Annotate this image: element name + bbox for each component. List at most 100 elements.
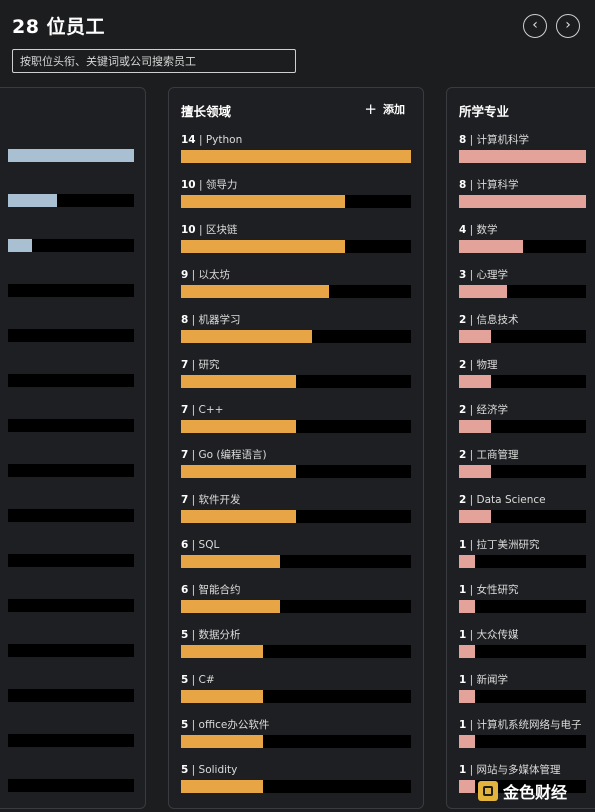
item-count: 2 — [459, 404, 467, 416]
list-item: 5 | office办公软件 — [181, 718, 411, 748]
item-count: 5 — [181, 674, 189, 686]
bar-track — [459, 195, 586, 208]
list-item: 5 | 数据分析 — [181, 628, 411, 658]
item-count: 7 — [181, 494, 189, 506]
item-count: 5 — [181, 764, 189, 776]
item-count: 8 — [459, 179, 467, 191]
item-count: 2 — [459, 494, 467, 506]
bar-track — [181, 780, 411, 793]
item-count: 7 — [181, 449, 189, 461]
bar-track — [8, 194, 134, 207]
item-count: 9 — [181, 269, 189, 281]
item-name: | 物理 — [469, 359, 498, 371]
item-name: | 信息技术 — [469, 314, 519, 326]
list-item: 2 | 信息技术 — [459, 313, 595, 343]
item-label: 10 | 区块链 — [181, 223, 411, 237]
item-label: 5 | 数据分析 — [181, 628, 411, 642]
item-label: 10 | 领导力 — [181, 178, 411, 192]
item-name: | 智能合约 — [191, 584, 241, 596]
bar-track — [181, 375, 411, 388]
majors-panel: 所学专业 8 | 计算机科学 8 | 计算科学 4 | 数学 3 | 心理学 2 | 信… — [446, 87, 595, 809]
item-count: 1 — [459, 764, 467, 776]
bar-fill — [181, 690, 264, 703]
bar-fill — [181, 240, 346, 253]
list-item: 4 | 数学 — [459, 223, 595, 253]
item-count: 6 — [181, 539, 189, 551]
bar-track — [459, 645, 586, 658]
bar-fill — [181, 375, 296, 388]
prev-page-button[interactable]: ‹ — [523, 14, 547, 38]
item-name: | 机器学习 — [191, 314, 241, 326]
bar-track — [8, 599, 134, 612]
majors-panel-title: 所学专业 — [459, 104, 510, 119]
item-name: | Solidity — [191, 764, 238, 776]
list-item: 1 | 大众传媒 — [459, 628, 595, 658]
watermark: 金色财经 — [478, 779, 567, 803]
list-item: 2 | 工商管理 — [459, 448, 595, 478]
bar-track — [8, 419, 134, 432]
bar-track — [181, 510, 411, 523]
bar-fill — [181, 285, 329, 298]
bar-fill — [459, 690, 475, 703]
list-item: 6 | 智能合约 — [181, 583, 411, 613]
item-count: 10 — [181, 224, 196, 236]
bar-track — [8, 509, 134, 522]
bar-fill — [459, 780, 475, 793]
bar-fill — [181, 465, 296, 478]
item-label: 1 | 大众传媒 — [459, 628, 595, 642]
bar-fill — [181, 645, 264, 658]
item-count: 1 — [459, 674, 467, 686]
bar-fill — [181, 330, 313, 343]
list-item: 5 | C# — [181, 673, 411, 703]
bar-track — [459, 240, 586, 253]
bar-fill — [459, 195, 586, 208]
list-item: 9 | 以太坊 — [181, 268, 411, 298]
left-panel — [0, 87, 146, 809]
item-count: 6 — [181, 584, 189, 596]
item-label: 5 | C# — [181, 673, 411, 687]
item-name: | C# — [191, 674, 215, 686]
item-label: 8 | 计算机科学 — [459, 133, 595, 147]
plus-icon: + — [364, 100, 377, 118]
bar-track — [459, 465, 586, 478]
bar-track — [459, 375, 586, 388]
bar-track — [181, 330, 411, 343]
item-name: | 计算科学 — [469, 179, 519, 191]
item-count: 4 — [459, 224, 467, 236]
item-name: | SQL — [191, 539, 220, 551]
bar-track — [459, 285, 586, 298]
item-name: | 经济学 — [469, 404, 509, 416]
item-name: | C++ — [191, 404, 224, 416]
list-item: 6 | SQL — [181, 538, 411, 568]
skills-panel-title: 擅长领域 — [181, 104, 232, 119]
employee-search-input[interactable] — [12, 49, 296, 73]
item-label: 2 | Data Science — [459, 493, 595, 507]
list-item: 2 | 物理 — [459, 358, 595, 388]
item-name: | 计算机系统网络与电子 — [469, 719, 582, 731]
bar-fill — [181, 735, 264, 748]
item-name: | 工商管理 — [469, 449, 519, 461]
skills-panel: 擅长领域 + 添加 14 | Python 10 | 领导力 10 | 区块链 9 |… — [168, 87, 424, 809]
item-name: | 领导力 — [198, 179, 238, 191]
item-name: | 网站与多媒体管理 — [469, 764, 561, 776]
list-item: 1 | 拉丁美洲研究 — [459, 538, 595, 568]
item-label: 8 | 计算科学 — [459, 178, 595, 192]
item-label: 1 | 拉丁美洲研究 — [459, 538, 595, 552]
list-item: 10 | 区块链 — [181, 223, 411, 253]
bar-track — [8, 329, 134, 342]
item-count: 2 — [459, 314, 467, 326]
list-item: 8 | 机器学习 — [181, 313, 411, 343]
item-name: | 数学 — [469, 224, 498, 236]
bar-fill — [459, 150, 586, 163]
bar-track — [459, 330, 586, 343]
bar-track — [459, 555, 586, 568]
list-item: 3 | 心理学 — [459, 268, 595, 298]
bar-fill — [181, 555, 280, 568]
list-item: 10 | 领导力 — [181, 178, 411, 208]
add-skill-button[interactable]: + 添加 — [364, 101, 405, 117]
bar-track — [181, 195, 411, 208]
next-page-button[interactable]: › — [556, 14, 580, 38]
list-item: 7 | 软件开发 — [181, 493, 411, 523]
list-item: 14 | Python — [181, 133, 411, 163]
bar-track — [181, 690, 411, 703]
